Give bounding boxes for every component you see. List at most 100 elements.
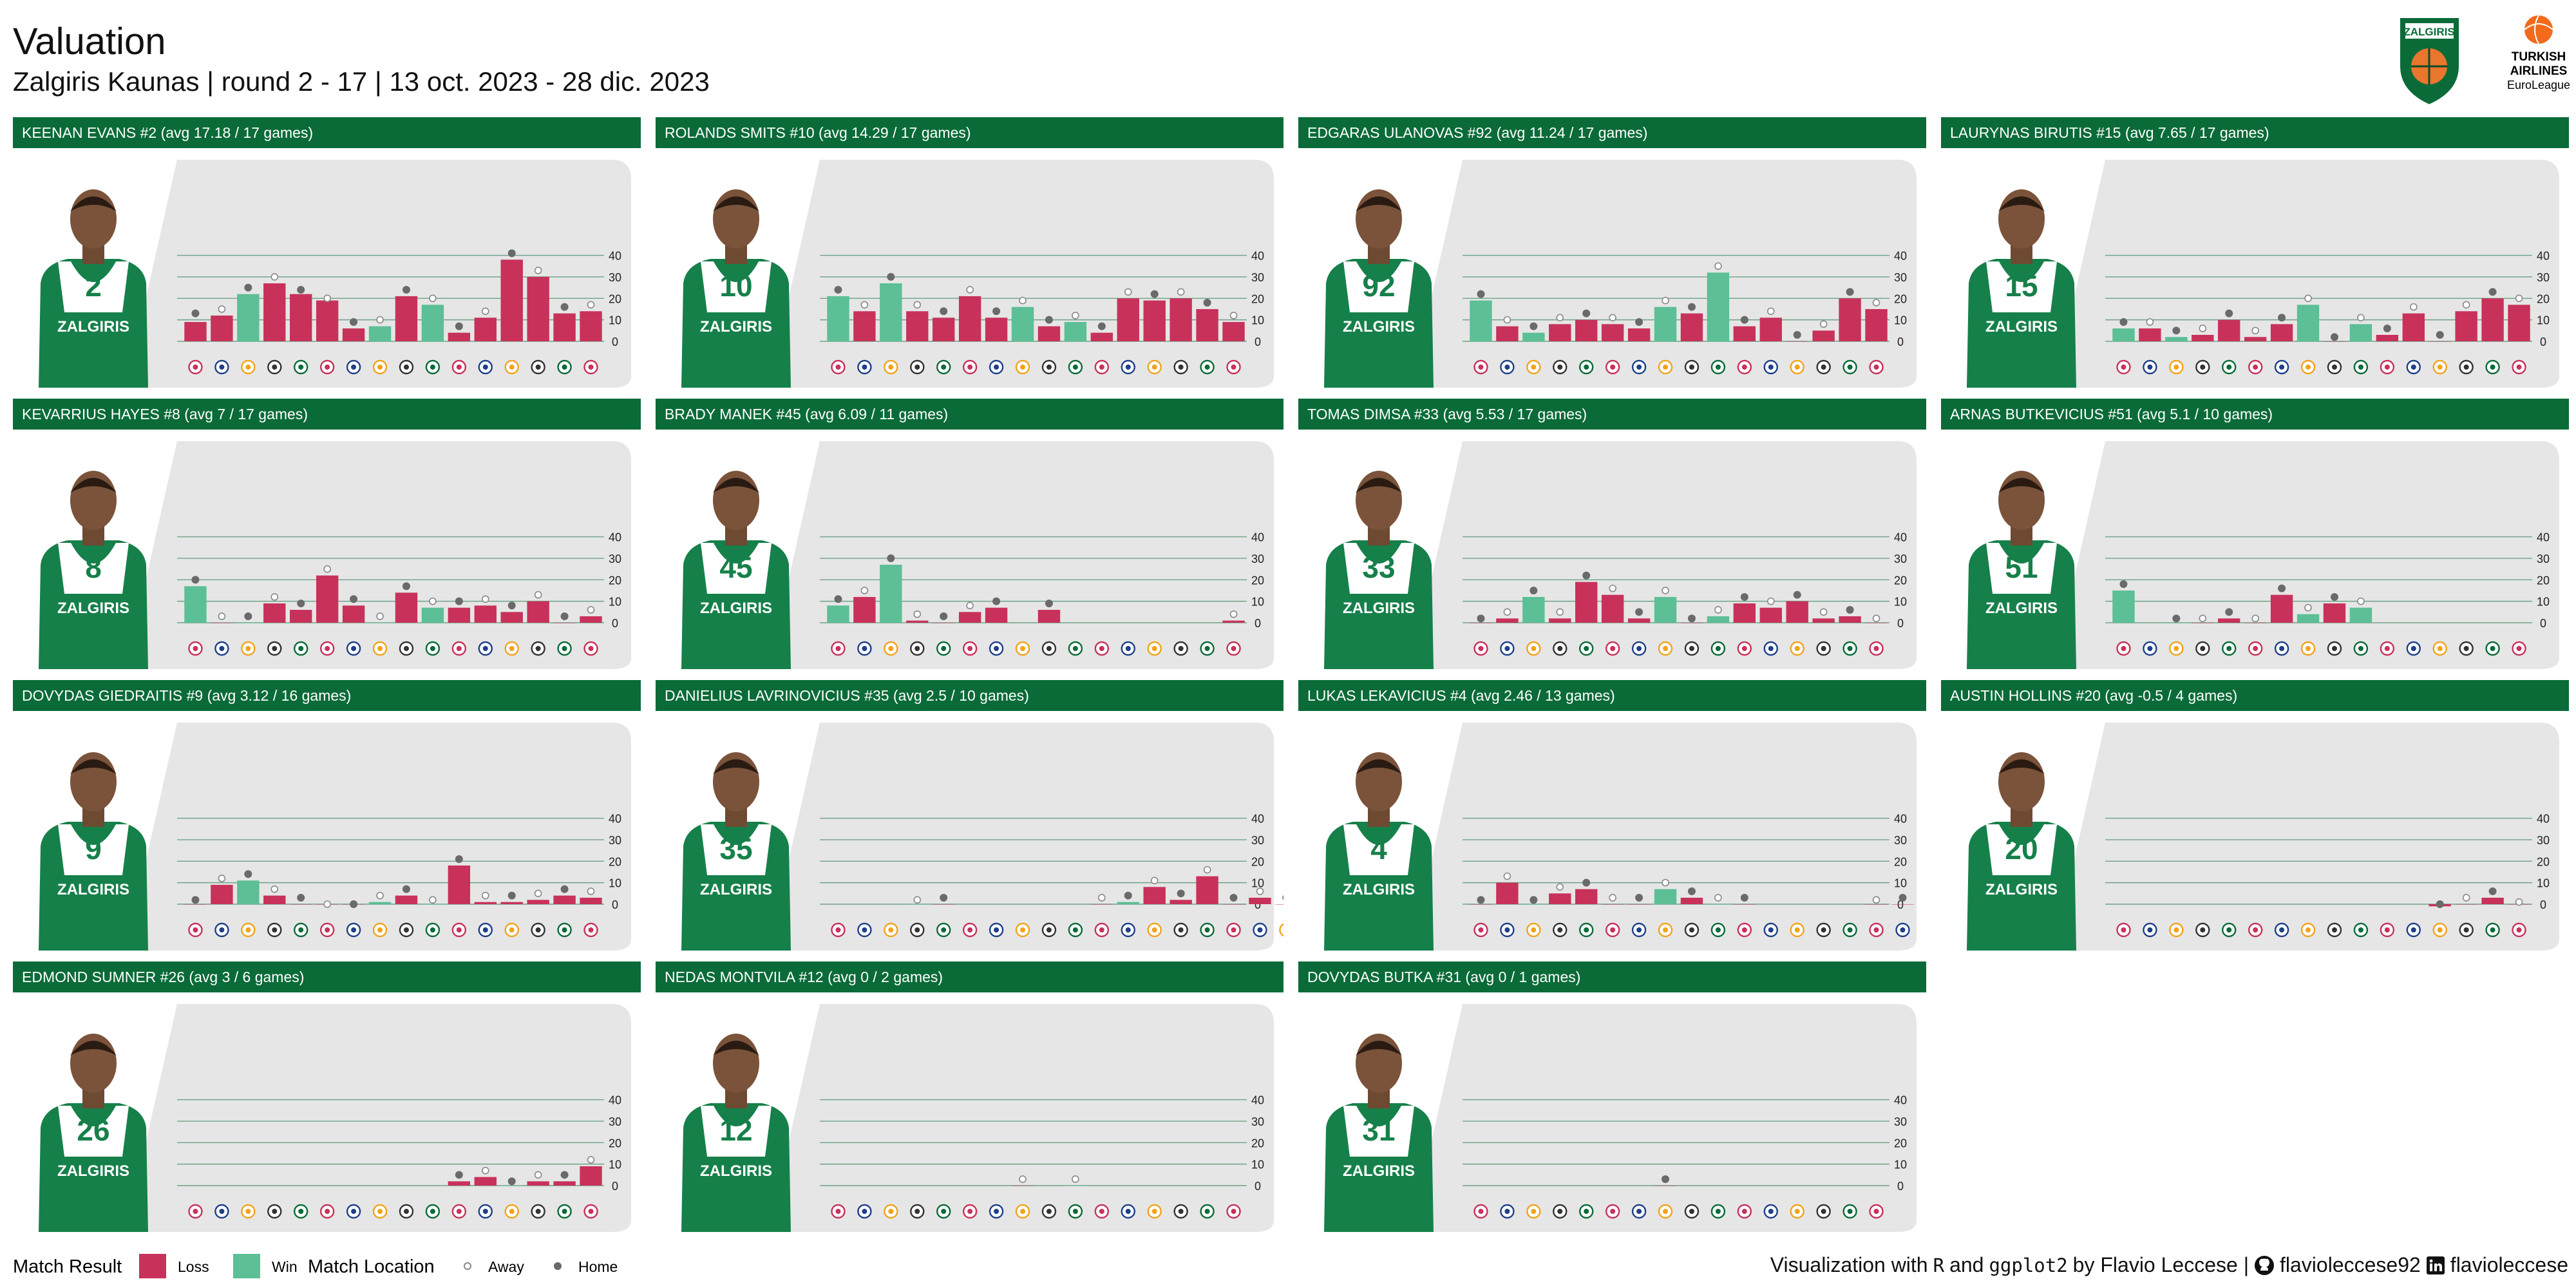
valuation-bar [316, 300, 339, 341]
valuation-bar [448, 865, 471, 904]
y-tick-label: 10 [2537, 314, 2550, 327]
opponent-logo [214, 1204, 229, 1219]
valuation-bar [1627, 618, 1651, 623]
location-marker [323, 900, 331, 908]
valuation-bar [1496, 326, 1519, 341]
y-tick-label: 30 [609, 271, 621, 284]
player-panel: TOMAS DIMSA #33 (avg 5.53 / 17 games) 0 10… [1298, 399, 1926, 669]
opponent-logo [188, 359, 203, 375]
zalgiris-logo-text: ZALGIRIS [2403, 26, 2454, 38]
location-marker [2119, 580, 2128, 588]
opponent-logo [583, 922, 598, 938]
opponent-logo [1526, 359, 1541, 375]
player-chart: 0 10 20 30 40 15 ZALGIRIS [1967, 160, 2559, 388]
location-marker [2251, 614, 2259, 623]
valuation-bar [1733, 603, 1756, 623]
location-marker [1740, 316, 1748, 324]
player-panel-header: EDMOND SUMNER #26 (avg 3 / 6 games) [13, 961, 641, 992]
opponent-logo [2248, 359, 2263, 375]
opponent-logo [910, 922, 925, 938]
valuation-bar [1601, 594, 1624, 623]
opponent-logo [1226, 641, 1241, 656]
y-tick-label: 20 [1894, 855, 1907, 868]
opponent-logo [425, 359, 440, 375]
credit-r: R [1933, 1254, 1945, 1276]
jersey-team-text: ZALGIRIS [1343, 600, 1415, 617]
opponent-logo [346, 641, 361, 656]
valuation-bar [2270, 594, 2293, 623]
opponent-logo [1015, 641, 1030, 656]
valuation-bar [2297, 305, 2320, 341]
player-chart: 0 10 20 30 40 92 ZALGIRIS [1324, 160, 1917, 388]
valuation-bar [2323, 341, 2346, 342]
opponent-logo [1816, 641, 1831, 656]
location-marker [2199, 325, 2207, 332]
opponent-logo [1173, 641, 1188, 656]
opponent-logo [583, 359, 598, 375]
player-photo: 9 ZALGIRIS [39, 752, 148, 951]
y-tick-label: 30 [1251, 1115, 1264, 1128]
valuation-bar [1839, 298, 1861, 341]
player-chart: 0 10 20 30 40 26 ZALGIRIS [39, 1004, 631, 1232]
valuation-bar [2349, 324, 2372, 341]
location-marker [376, 891, 384, 900]
y-tick-label: 20 [609, 855, 621, 868]
opponent-logo [451, 922, 467, 938]
y-tick-label: 30 [609, 834, 621, 847]
valuation-bar [263, 283, 286, 341]
y-tick-label: 30 [609, 553, 621, 565]
opponent-logo [1068, 922, 1083, 938]
jersey-number: 92 [1362, 269, 1395, 303]
location-marker [2515, 898, 2523, 906]
location-marker [350, 900, 358, 908]
location-marker [323, 294, 331, 303]
location-marker [455, 855, 463, 863]
opponent-logo [1869, 1204, 1884, 1219]
opponent-logo [346, 359, 361, 375]
opponent-logo [399, 641, 414, 656]
jersey-number: 26 [77, 1113, 109, 1147]
valuation-bar [2508, 305, 2530, 341]
location-marker [481, 595, 489, 603]
opponent-logo [1015, 359, 1030, 375]
opponent-logo [1200, 641, 1215, 656]
jersey-number: 33 [1362, 551, 1395, 584]
player-panel: BRADY MANEK #45 (avg 6.09 / 11 games) 0 10… [656, 399, 1283, 669]
player-panel-header: EDGARAS ULANOVAS #92 (avg 11.24 / 17 gam… [1298, 117, 1926, 148]
player-photo: 26 ZALGIRIS [39, 1034, 148, 1232]
valuation-bar [985, 607, 1008, 623]
valuation-bar [527, 900, 549, 904]
valuation-bar [1470, 300, 1492, 341]
player-chart: 0 10 20 30 40 33 ZALGIRIS [1324, 441, 1917, 669]
linkedin-handle[interactable]: flavioleccese [2450, 1253, 2568, 1276]
player-panel-header: LAURYNAS BIRUTIS #15 (avg 7.65 / 17 game… [1941, 117, 2569, 148]
opponent-logo [2300, 359, 2316, 375]
y-tick-label: 0 [1897, 1180, 1904, 1193]
y-tick-label: 30 [2537, 271, 2550, 284]
opponent-logo [2300, 641, 2316, 656]
player-panel: ROLANDS SMITS #10 (avg 14.29 / 17 games)… [656, 117, 1283, 388]
valuation-bar [368, 326, 392, 341]
location-marker [534, 1171, 542, 1179]
opponent-logo [1121, 359, 1135, 375]
opponent-logo [1631, 1204, 1647, 1219]
valuation-bar [184, 904, 207, 905]
player-panel: NEDAS MONTVILA #12 (avg 0 / 2 games) 0 10 2… [656, 961, 1283, 1232]
player-panel: ARNAS BUTKEVICIUS #51 (avg 5.1 / 10 game… [1941, 399, 2569, 669]
github-handle[interactable]: flavioleccese92 [2280, 1253, 2421, 1276]
valuation-bar [1037, 326, 1061, 341]
opponent-logo [1473, 359, 1488, 375]
location-marker [1819, 320, 1828, 328]
opponent-logo [1684, 359, 1700, 375]
valuation-bar [1143, 300, 1166, 341]
chart-background [126, 160, 631, 388]
opponent-logo [1553, 359, 1567, 375]
valuation-bar [2218, 618, 2240, 623]
valuation-bar [1470, 904, 1492, 905]
location-marker [1582, 309, 1591, 317]
opponent-logo [2143, 359, 2157, 375]
location-marker [940, 893, 948, 902]
y-tick-label: 40 [609, 531, 621, 544]
legend: Match Result Loss Win Match Location Awa… [13, 1254, 618, 1278]
valuation-bar [2112, 590, 2135, 623]
